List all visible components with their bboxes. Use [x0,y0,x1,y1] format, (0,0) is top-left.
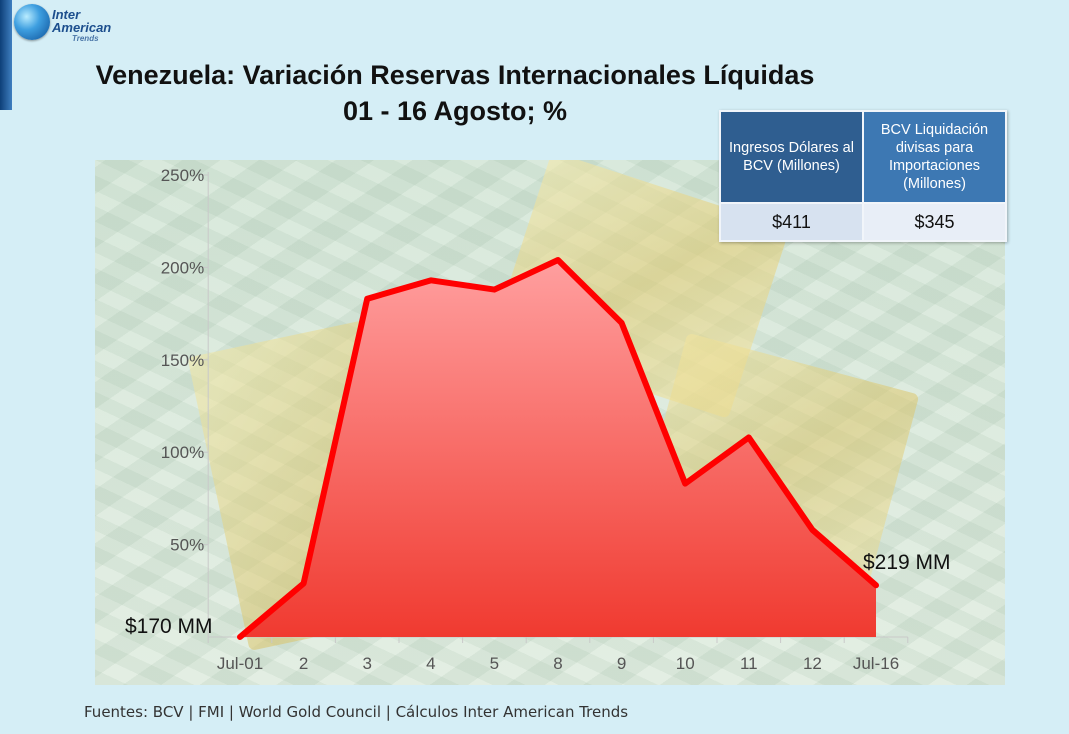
data-point [366,298,368,300]
table-value-ingresos: $411 [721,204,862,240]
chart-tick-labels: 50% 100% 150% 200% 250% Jul-01 2 3 4 5 8 9 10 11 12 Jul… [161,166,899,673]
x-tick-label: 4 [426,654,435,673]
logo-line3: Trends [72,34,99,43]
summary-table: Ingresos Dólares al BCV (Millones) BCV L… [719,110,1007,242]
start-value-annotation: $170 MM [125,615,213,638]
y-tick-label: 200% [161,258,204,277]
y-tick-label: 50% [170,536,204,555]
data-point [748,436,750,438]
data-point [493,289,495,291]
x-tick-label: Jul-01 [217,654,263,673]
data-point [557,259,559,261]
series-area-fill [240,260,876,637]
x-tick-label: 12 [803,654,822,673]
x-tick-label: 9 [617,654,626,673]
data-point [621,322,623,324]
data-point [239,636,241,638]
x-tick-label: 5 [490,654,499,673]
y-tick-label: 150% [161,351,204,370]
data-point [684,483,686,485]
logo-line1: Inter [52,7,81,22]
logo-text: Inter American Trends [52,8,111,43]
chart-subtitle: 01 - 16 Agosto; % [342,96,568,126]
y-tick-label: 100% [161,443,204,462]
y-tick-label: 250% [161,166,204,185]
data-point [811,529,813,531]
x-tick-label: 3 [362,654,371,673]
globe-icon [14,4,50,40]
table-header-liquidacion: BCV Liquidación divisas para Importacion… [864,112,1005,202]
table-value-liquidacion: $345 [864,204,1005,240]
x-tick-label: 8 [553,654,562,673]
chart-series [237,257,879,640]
data-point [875,584,877,586]
data-point [430,279,432,281]
inter-american-trends-logo: Inter American Trends [12,4,122,48]
table-header-ingresos: Ingresos Dólares al BCV (Millones) [721,112,862,202]
logo-line2: American [52,20,112,35]
source-footer: Fuentes: BCV | FMI | World Gold Council … [84,703,629,721]
x-tick-label: 11 [740,654,758,673]
x-tick-label: Jul-16 [853,654,899,673]
data-point [303,582,305,584]
chart-title: Venezuela: Variación Reservas Internacio… [95,60,815,90]
x-tick-label: 2 [299,654,308,673]
x-tick-label: 10 [676,654,695,673]
end-value-annotation: $219 MM [863,551,951,574]
slide-accent-bar [0,0,12,110]
